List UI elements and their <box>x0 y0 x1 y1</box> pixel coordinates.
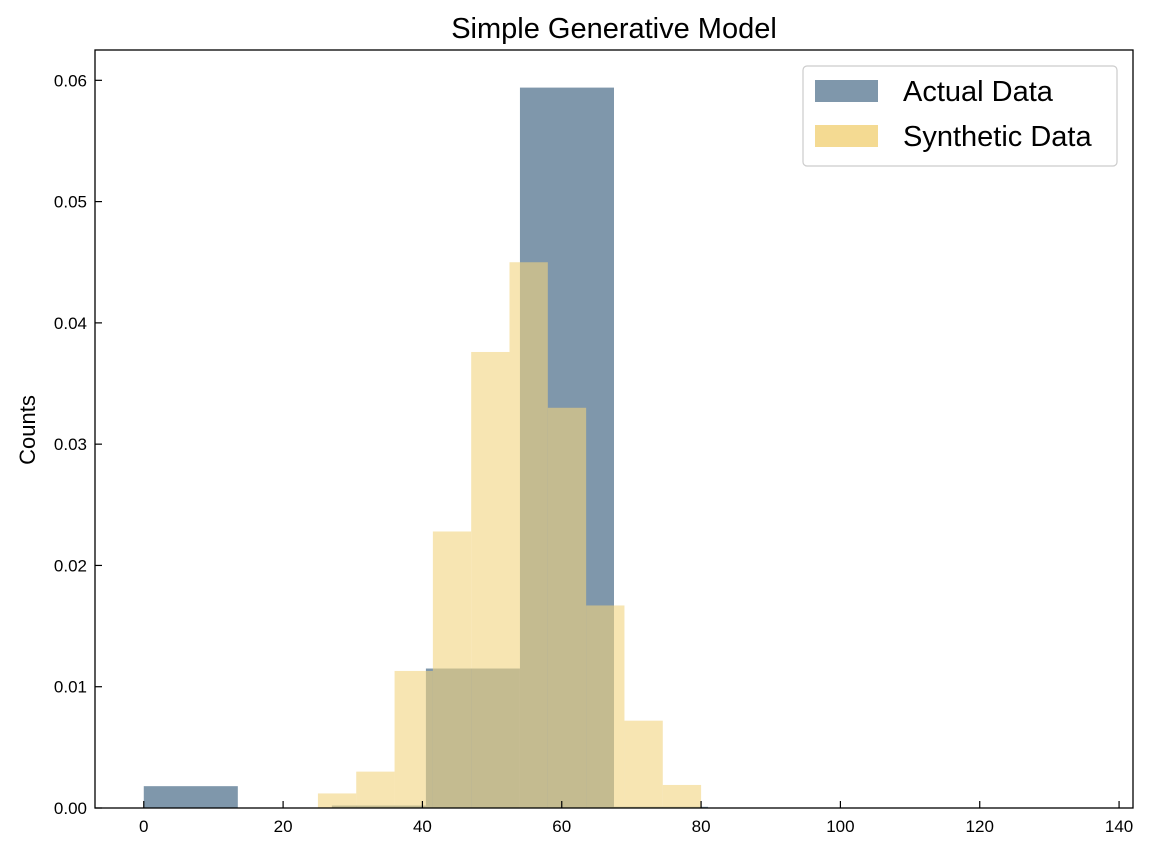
y-axis-label: Counts <box>15 395 40 465</box>
x-tick-label-60: 60 <box>552 817 571 836</box>
plot-frame <box>94 49 1134 809</box>
bar-actual-data-0 <box>143 786 238 808</box>
legend-label-synthetic-data: Synthetic Data <box>903 121 1092 153</box>
x-tick-label-80: 80 <box>692 817 711 836</box>
y-tick-label-1: 0.01 <box>54 678 87 697</box>
bar-synthetic-data-9 <box>662 784 702 808</box>
bars-layer <box>143 87 709 809</box>
bar-synthetic-data-1 <box>356 771 395 808</box>
x-tick-label-20: 20 <box>274 817 293 836</box>
bar-synthetic-data-8 <box>624 720 663 808</box>
x-tick-label-100: 100 <box>826 817 854 836</box>
legend-swatch-actual-data <box>815 80 878 102</box>
y-tick-label-4: 0.04 <box>54 314 87 333</box>
y-tick-label-0: 0.00 <box>54 799 87 818</box>
y-tick-label-5: 0.05 <box>54 193 87 212</box>
bar-synthetic-data-4 <box>471 351 510 808</box>
bar-synthetic-data-0 <box>317 793 357 808</box>
legend-label-actual-data: Actual Data <box>903 76 1054 108</box>
x-tick-label-40: 40 <box>413 817 432 836</box>
x-tick-label-120: 120 <box>966 817 994 836</box>
bar-synthetic-data-3 <box>432 531 472 808</box>
legend-box <box>802 65 1118 167</box>
y-tick-label-3: 0.03 <box>54 435 87 454</box>
chart-title: Simple Generative Model <box>451 13 777 45</box>
y-tick-label-6: 0.06 <box>54 71 87 90</box>
legend: Actual Data Synthetic Data <box>802 65 1118 167</box>
bar-synthetic-data-7 <box>586 605 625 808</box>
x-tick-label-140: 140 <box>1105 817 1133 836</box>
legend-swatch-synthetic-data <box>815 125 878 147</box>
x-tick-label-0: 0 <box>139 817 148 836</box>
y-tick-label-2: 0.02 <box>54 556 87 575</box>
bar-synthetic-data-2 <box>394 670 433 808</box>
bar-synthetic-data-6 <box>547 407 587 808</box>
bar-synthetic-data-5 <box>509 262 548 808</box>
ticks-layer: 0 20 40 60 80 100 120 140 0.00 0.01 0.02 0.03 0.04 0.… <box>54 71 1133 836</box>
